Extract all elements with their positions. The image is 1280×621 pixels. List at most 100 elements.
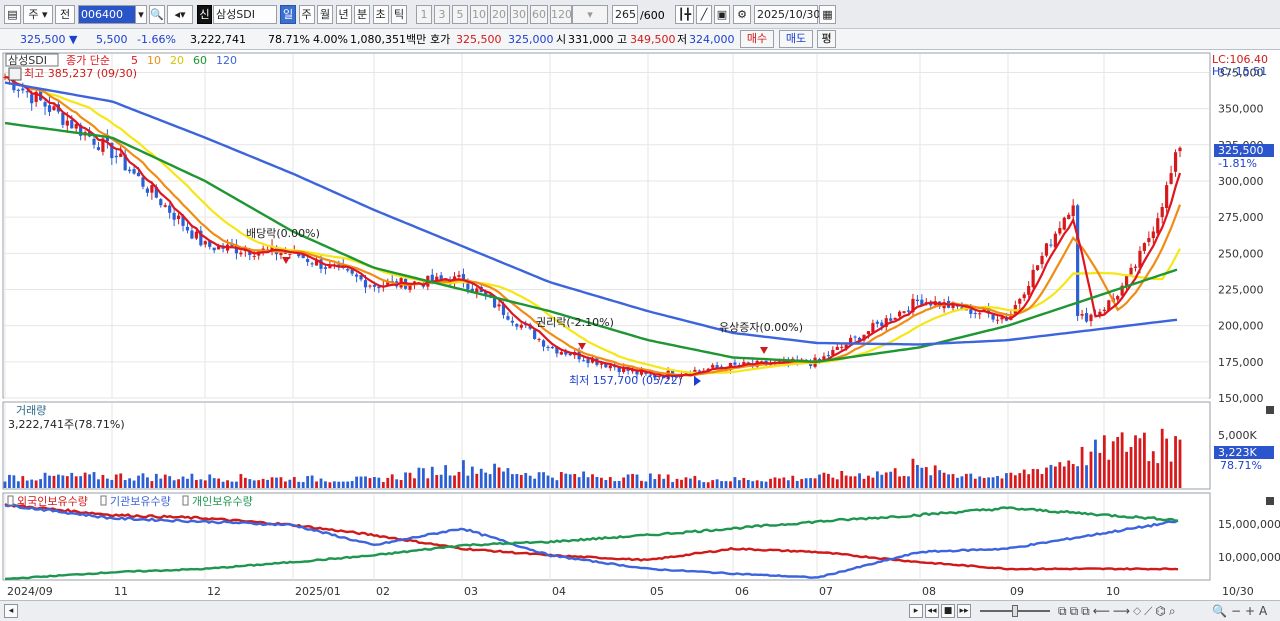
timeframe-button-1[interactable]: 주 — [298, 5, 315, 24]
holding-panel-close-icon[interactable] — [1266, 497, 1274, 505]
volume-bar — [1022, 469, 1026, 488]
volume-bar — [479, 468, 483, 488]
volume-panel-close-icon[interactable] — [1266, 406, 1274, 414]
candle-body — [306, 259, 310, 263]
drawing-tools-icon[interactable]: ⧉⧉⧉⟵⟶⬦⟋⌬⌕ — [1058, 604, 1179, 618]
volume-bar — [292, 477, 296, 488]
timeframe-button-4[interactable]: 분 — [354, 5, 370, 24]
volume-bar — [12, 475, 16, 488]
volume-bar — [1111, 441, 1115, 488]
volume-bar — [920, 467, 924, 488]
timeframe-button-5[interactable]: 초 — [372, 5, 389, 24]
chart-menu-icon[interactable]: ▤ — [4, 5, 21, 24]
candle-body — [1027, 286, 1031, 295]
volume-bar — [782, 477, 786, 488]
change-value: 5,500 — [96, 33, 128, 46]
scroll-right-icon[interactable]: ▸ — [909, 604, 923, 618]
timeframe-button-3[interactable]: 년 — [335, 5, 352, 24]
volume-bar — [720, 481, 723, 488]
scroll-left-icon[interactable]: ◂ — [4, 604, 18, 618]
timeframe-button-0[interactable]: 일 — [280, 5, 296, 24]
candle-body — [675, 376, 679, 378]
interval-button-0[interactable]: 1 — [416, 5, 432, 24]
settings-gear-icon[interactable]: ⚙ — [733, 5, 751, 24]
search-icon[interactable]: 🔍 — [149, 5, 165, 24]
candle-body — [822, 356, 826, 360]
x-axis-label: 08 — [922, 585, 936, 598]
period-dropdown[interactable]: 주 ▾ — [23, 5, 53, 24]
volume-bar — [559, 472, 563, 488]
interval-button-2[interactable]: 5 — [452, 5, 468, 24]
sound-icon[interactable]: ◂▾ — [167, 5, 193, 24]
draw-tool-icon[interactable]: ╱ — [696, 5, 712, 24]
ma-legend: 5 10 20 60 120 — [131, 54, 237, 67]
stock-name-field[interactable]: 삼성SDI — [213, 5, 277, 24]
volume-bar — [493, 463, 496, 488]
sin-badge[interactable]: 신 — [197, 5, 212, 24]
interval-button-1[interactable]: 3 — [434, 5, 450, 24]
candle-body — [648, 374, 652, 376]
timeframe-button-6[interactable]: 틱 — [391, 5, 407, 24]
volume-bars — [3, 428, 1182, 488]
zoom-slider-handle[interactable] — [1012, 605, 1018, 617]
holding-y-tick-15m: 15,000,000 — [1218, 518, 1280, 531]
eval-button[interactable]: 평 — [817, 30, 836, 48]
volume-bar — [924, 467, 928, 488]
candle-body — [604, 363, 608, 368]
calendar-small-icon[interactable] — [8, 67, 22, 81]
timeframe-button-2[interactable]: 월 — [317, 5, 333, 24]
candle-body — [328, 264, 332, 269]
interval-button-5[interactable]: 30 — [510, 5, 528, 24]
high-annotation: 최고 385,237 (09/30) — [24, 67, 137, 80]
hc-label: HC:-15.51 — [1212, 65, 1267, 78]
code-dropdown-icon[interactable]: ▾ — [135, 5, 147, 24]
buy-button[interactable]: 매수 — [740, 30, 774, 48]
hoga-label: 호가 — [430, 33, 451, 46]
volume-bar — [1067, 460, 1071, 488]
interval-button-6[interactable]: 60 — [530, 5, 548, 24]
chart-area[interactable]: 375,000350,000325,000300,000275,000250,0… — [0, 50, 1280, 621]
date-input[interactable]: 2025/10/30 — [754, 5, 820, 24]
candle-body — [492, 296, 497, 308]
candle-body — [929, 303, 933, 306]
volume-bar — [1036, 469, 1039, 488]
volume-bar — [844, 475, 848, 488]
candle-body — [96, 147, 101, 150]
current-price-tag-bg — [1214, 144, 1274, 157]
interval-button-7[interactable]: 120 — [550, 5, 572, 24]
zoom-controls-icon[interactable]: 🔍−+A — [1212, 604, 1272, 618]
candle-type-icon[interactable]: ┃╋ — [675, 5, 694, 24]
volume-bar — [270, 477, 274, 488]
first-page-icon[interactable]: ◂◂ — [925, 604, 939, 618]
price-y-tick: 375,000 — [1218, 66, 1264, 79]
volume-bar — [804, 478, 808, 488]
stop-icon[interactable]: ■ — [941, 604, 955, 618]
prev-button[interactable]: 전 — [55, 5, 75, 24]
volume-bar — [653, 479, 657, 488]
save-icon[interactable]: ▣ — [714, 5, 730, 24]
volume-bar — [537, 472, 541, 488]
x-axis-label: 02 — [376, 585, 390, 598]
holding-legend-box — [182, 495, 189, 506]
candle-body — [1169, 173, 1173, 184]
x-axis-label: 2025/01 — [295, 585, 341, 598]
interval-button-3[interactable]: 10 — [470, 5, 488, 24]
candle-body — [1058, 228, 1062, 234]
last-page-icon[interactable]: ▸▸ — [957, 604, 971, 618]
volume-bar — [57, 474, 60, 488]
candle-body — [119, 153, 123, 157]
volume-bar — [818, 474, 821, 488]
count-input[interactable]: 265 — [612, 5, 638, 24]
stock-code-input[interactable]: 006400 — [78, 5, 136, 24]
volume-value-label: 3,222,741주(78.71%) — [8, 418, 125, 431]
candle-body — [541, 340, 546, 347]
sell-button[interactable]: 매도 — [779, 30, 813, 48]
x-axis-label: 11 — [114, 585, 128, 598]
candle-body — [1044, 243, 1049, 256]
price-y-tick: 175,000 — [1218, 356, 1264, 369]
volume-bar — [524, 472, 528, 488]
interval-button-4[interactable]: 20 — [490, 5, 508, 24]
calendar-icon[interactable]: ▦ — [819, 5, 836, 24]
custom-interval-dropdown[interactable]: ▾ — [572, 5, 608, 24]
volume-bar — [48, 475, 51, 488]
